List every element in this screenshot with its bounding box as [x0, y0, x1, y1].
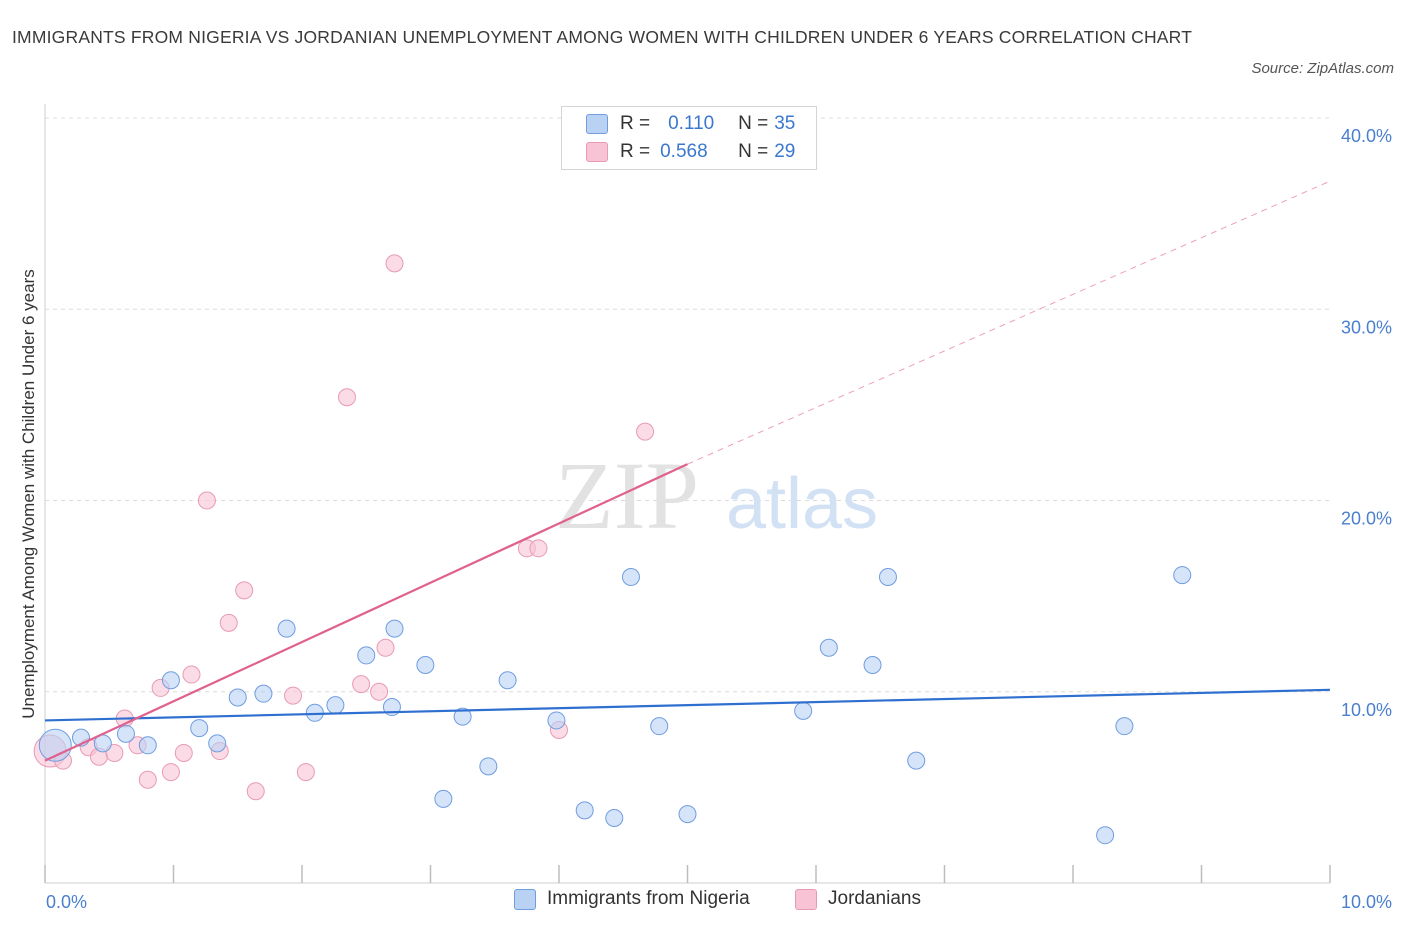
data-point-nigeria	[138, 736, 157, 755]
y-tick-label: 10.0%	[1341, 700, 1392, 720]
legend-n-value: 35	[774, 113, 796, 134]
data-point-nigeria	[678, 805, 697, 824]
data-point-nigeria	[228, 688, 247, 707]
data-point-jordanians	[296, 763, 315, 782]
series-swatch-pink	[795, 888, 817, 910]
data-point-nigeria	[161, 671, 180, 690]
trend-line-jordanians	[44, 463, 688, 762]
data-point-nigeria	[254, 684, 273, 703]
series-label-jordanians: Jordanians	[828, 888, 921, 909]
data-point-nigeria	[819, 638, 838, 657]
data-point-nigeria	[605, 808, 624, 827]
legend-r-label: R =	[620, 141, 651, 162]
trend-line-nigeria	[44, 688, 1331, 722]
y-axis-title: Unemployment Among Women with Children U…	[19, 269, 38, 718]
data-point-jordanians	[105, 743, 124, 762]
x-tick-label: 0.0%	[46, 892, 87, 912]
series-legend-jordanians[interactable]: Jordanians	[795, 888, 921, 910]
watermark: ZIP atlas	[555, 442, 878, 549]
legend-swatch-blue	[586, 114, 608, 134]
grid-lines	[45, 117, 1330, 693]
chart-title: IMMIGRANTS FROM NIGERIA VS JORDANIAN UNE…	[12, 27, 1193, 47]
data-point-nigeria	[357, 646, 376, 665]
data-point-jordanians	[337, 388, 356, 407]
data-point-nigeria	[498, 671, 517, 690]
data-point-nigeria	[1173, 566, 1192, 585]
data-point-nigeria	[1115, 717, 1134, 736]
data-point-nigeria	[907, 751, 926, 770]
data-point-nigeria	[1096, 826, 1115, 845]
data-point-jordanians	[246, 782, 265, 801]
legend-n-label: N =	[738, 141, 769, 162]
data-point-jordanians	[197, 491, 216, 510]
y-tick-label: 30.0%	[1341, 317, 1392, 337]
y-tick-label: 20.0%	[1341, 509, 1392, 529]
legend-r-value: 0.568	[660, 141, 708, 162]
series-legend-nigeria[interactable]: Immigrants from Nigeria	[514, 888, 750, 910]
data-point-jordanians	[385, 254, 404, 273]
data-point-nigeria	[116, 724, 135, 743]
data-point-jordanians	[376, 638, 395, 657]
data-point-jordanians	[529, 539, 548, 558]
data-point-jordanians	[138, 770, 157, 789]
data-point-nigeria	[575, 801, 594, 820]
data-point-nigeria	[190, 719, 209, 738]
legend-row-jordanians: R = 0.568 N = 29	[586, 139, 795, 165]
data-point-jordanians	[636, 422, 655, 441]
data-point-nigeria	[794, 701, 813, 720]
data-point-jordanians	[219, 613, 238, 632]
data-point-jordanians	[182, 665, 201, 684]
data-point-nigeria	[277, 619, 296, 638]
data-point-nigeria	[434, 789, 453, 808]
trend-line-jordanians-extension	[687, 180, 1331, 465]
source-credit: Source: ZipAtlas.com	[1251, 60, 1394, 77]
data-point-nigeria	[453, 707, 472, 726]
y-tick-labels: 10.0% 20.0% 30.0% 40.0%	[1341, 126, 1392, 720]
watermark-zip: ZIP	[555, 442, 699, 549]
series-label-nigeria: Immigrants from Nigeria	[547, 888, 750, 909]
legend-row-nigeria: R = 0.110 N = 35	[586, 111, 795, 137]
data-point-jordanians	[352, 675, 371, 694]
watermark-atlas: atlas	[726, 464, 878, 544]
data-point-nigeria	[650, 717, 669, 736]
x-tick-label: 10.0%	[1341, 892, 1392, 912]
data-point-nigeria	[385, 619, 404, 638]
legend-swatch-pink	[586, 142, 608, 162]
legend: R = 0.110 N = 35 R = 0.568 N = 29	[561, 106, 817, 170]
legend-r-value: 0.110	[668, 113, 715, 134]
series-swatch-blue	[514, 888, 536, 910]
nigeria-points	[38, 566, 1192, 845]
data-point-nigeria	[479, 757, 498, 776]
data-point-nigeria	[621, 568, 640, 586]
data-point-nigeria	[878, 568, 897, 586]
data-point-jordanians	[174, 743, 193, 762]
x-tick-labels: 0.0% 10.0%	[46, 892, 1392, 912]
data-point-jordanians	[284, 686, 303, 705]
data-point-nigeria	[326, 696, 345, 715]
legend-n-value: 29	[774, 141, 796, 162]
trend-lines	[44, 180, 1331, 762]
series-legend: Immigrants from Nigeria Jordanians	[0, 888, 1406, 916]
data-point-nigeria	[547, 711, 566, 730]
data-point-nigeria	[416, 655, 435, 674]
legend-r-label: R =	[620, 113, 651, 134]
data-point-jordanians	[235, 581, 254, 600]
y-tick-label: 40.0%	[1341, 126, 1392, 146]
data-point-jordanians	[370, 682, 389, 701]
data-point-nigeria	[863, 655, 882, 674]
data-point-nigeria	[208, 734, 227, 753]
legend-n-label: N =	[738, 113, 769, 134]
data-point-jordanians	[161, 763, 180, 782]
